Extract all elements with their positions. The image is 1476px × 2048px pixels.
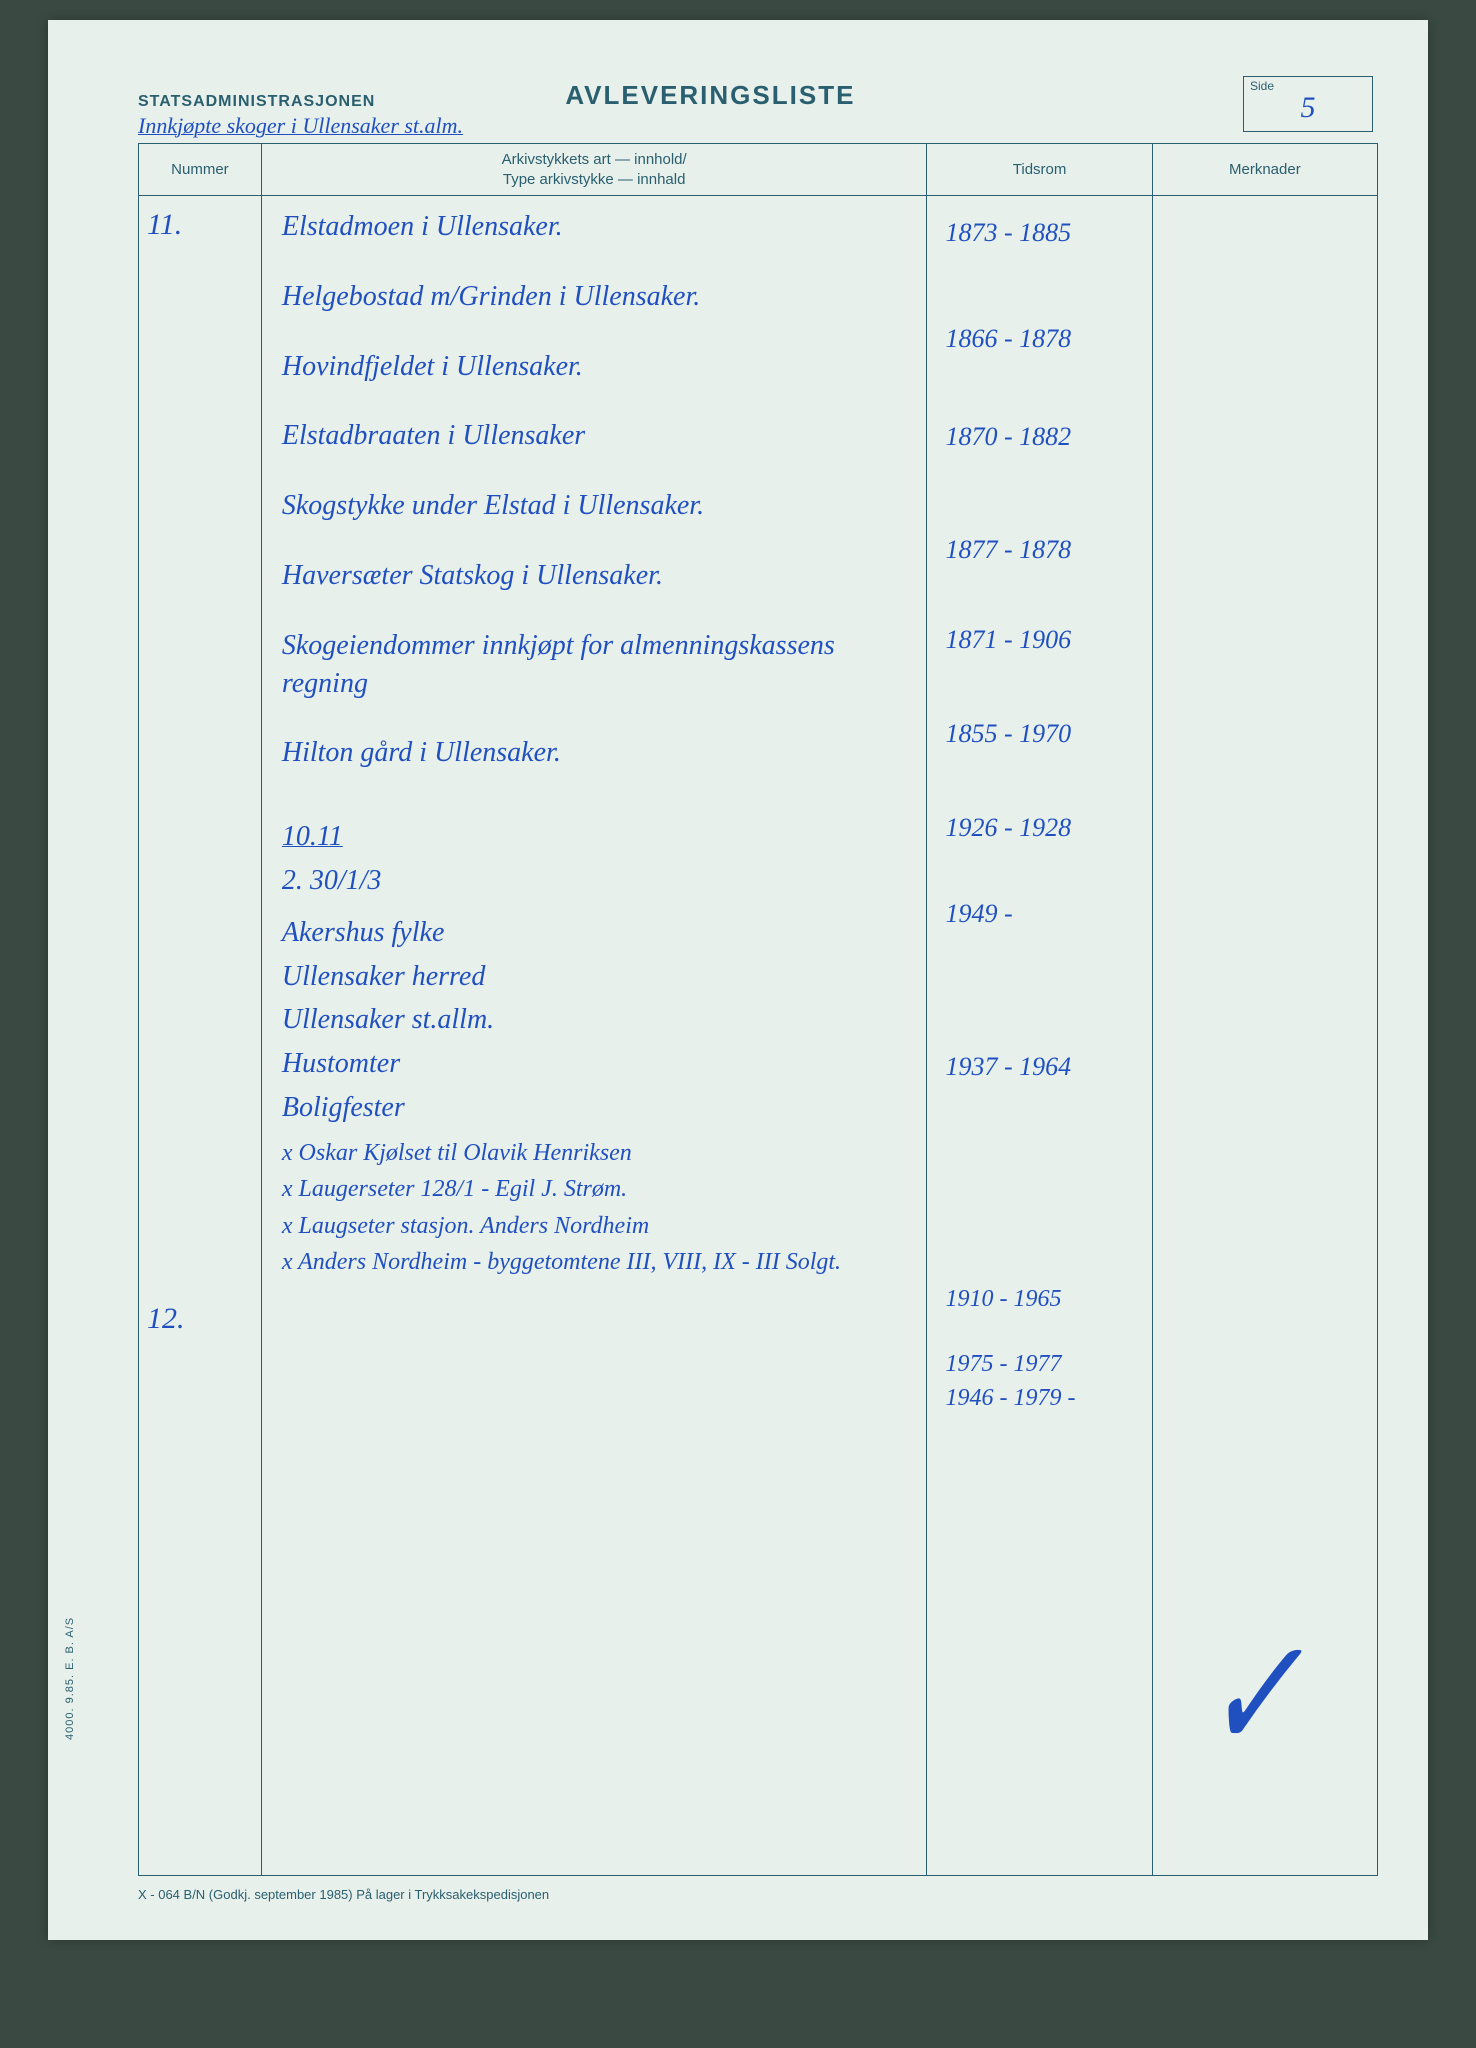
tidsrom-value: 1946 - 1979 - xyxy=(945,1383,1133,1414)
entry-header-line: 2. 30/1/3 xyxy=(282,862,907,900)
col-header-tidsrom: Tidsrom xyxy=(927,144,1152,196)
page-number-value: 5 xyxy=(1244,93,1372,123)
table-body-row: 11. 12. Elstadmoen i Ullensaker. Helgebo… xyxy=(139,196,1378,1876)
entry-number: 11. xyxy=(147,208,253,242)
tidsrom-value: 1871 - 1906 xyxy=(945,623,1133,657)
handwritten-subtitle: Innkjøpte skoger i Ullensaker st.alm. xyxy=(138,113,1378,139)
entry-text: Helgebostad m/Grinden i Ullensaker. xyxy=(282,278,907,316)
tidsrom-value xyxy=(945,1317,1133,1347)
entry-header-line: 10.11 xyxy=(282,818,907,856)
tidsrom-value: 1870 - 1882 xyxy=(945,420,1133,454)
entry-number: 12. xyxy=(147,1302,253,1336)
entry-text: Haversæter Statskog i Ullensaker. xyxy=(282,557,907,595)
page-number-box: Side 5 xyxy=(1243,76,1373,132)
tidsrom-value: 1877 - 1878 xyxy=(945,533,1133,567)
entry-block-line: Akershus fylke xyxy=(282,914,907,952)
col-header-nummer: Nummer xyxy=(139,144,262,196)
entry-text: Hilton gård i Ullensaker. xyxy=(282,734,907,772)
checkmark-icon: ✓ xyxy=(1203,1605,1304,1786)
header-title: AVLEVERINGSLISTE xyxy=(565,80,855,111)
form-table: Nummer Arkivstykkets art — innhold/ Type… xyxy=(138,143,1378,1876)
tidsrom-value: 1926 - 1928 xyxy=(945,811,1133,845)
tidsrom-value: 1873 - 1885 xyxy=(945,216,1133,250)
col-header-merknader: Merknader xyxy=(1152,144,1377,196)
cell-tidsrom: 1873 - 1885 1866 - 1878 1870 - 1882 1877… xyxy=(927,196,1152,1876)
entry-block-line: Ullensaker st.allm. xyxy=(282,1001,907,1039)
header-row: STATSADMINISTRASJONEN AVLEVERINGSLISTE xyxy=(138,80,1378,111)
tidsrom-value: 1855 - 1970 xyxy=(945,717,1133,751)
tidsrom-value: 1975 - 1977 xyxy=(945,1349,1133,1380)
entry-block-line: Hustomter xyxy=(282,1045,907,1083)
entry-sub-item: x Oskar Kjølset til Olavik Henriksen xyxy=(282,1137,907,1169)
entry-sub-item: x Laugseter stasjon. Anders Nordheim xyxy=(282,1210,907,1242)
document-page: 4000. 9.85. E. B. A/S STATSADMINISTRASJO… xyxy=(48,20,1428,1940)
cell-merknader: ✓ xyxy=(1152,196,1377,1876)
entry-text: Elstadmoen i Ullensaker. xyxy=(282,208,907,246)
entry-text: Hovindfjeldet i Ullensaker. xyxy=(282,348,907,386)
col-header-innhold: Arkivstykkets art — innhold/ Type arkivs… xyxy=(261,144,927,196)
tidsrom-value: 1937 - 1964 xyxy=(945,1050,1133,1084)
tidsrom-value: 1866 - 1878 xyxy=(945,322,1133,356)
entry-text: Elstadbraaten i Ullensaker xyxy=(282,417,907,455)
entry-sub-item: x Anders Nordheim - byggetomtene III, VI… xyxy=(282,1246,907,1278)
cell-innhold: Elstadmoen i Ullensaker. Helgebostad m/G… xyxy=(261,196,927,1876)
tidsrom-value: 1949 - xyxy=(945,897,1133,931)
table-header-row: Nummer Arkivstykkets art — innhold/ Type… xyxy=(139,144,1378,196)
side-print-code: 4000. 9.85. E. B. A/S xyxy=(64,1617,76,1740)
entry-block-line: Boligfester xyxy=(282,1089,907,1127)
header-agency: STATSADMINISTRASJONEN xyxy=(138,93,375,111)
cell-nummer: 11. 12. xyxy=(139,196,262,1876)
tidsrom-value: 1910 - 1965 xyxy=(945,1284,1133,1315)
entry-sub-item: x Laugerseter 128/1 - Egil J. Strøm. xyxy=(282,1173,907,1205)
entry-text: Skogeiendommer innkjøpt for almenningska… xyxy=(282,627,907,703)
entry-block-line: Ullensaker herred xyxy=(282,958,907,996)
footer-text: X - 064 B/N (Godkj. september 1985) På l… xyxy=(138,1887,549,1902)
entry-text: Skogstykke under Elstad i Ullensaker. xyxy=(282,487,907,525)
